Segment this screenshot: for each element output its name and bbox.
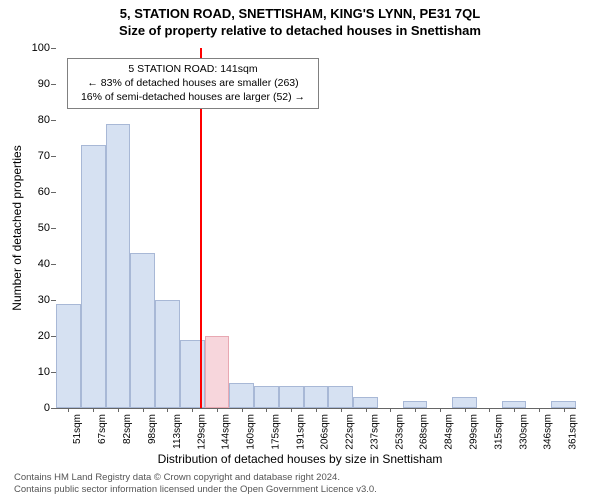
y-tick-label: 10	[38, 366, 50, 378]
x-tick-mark	[465, 408, 466, 412]
x-tick-label: 315sqm	[493, 414, 504, 450]
y-tick-label: 60	[38, 186, 50, 198]
y-tick-label: 0	[44, 402, 50, 414]
histogram-bar	[130, 253, 155, 408]
x-tick-mark	[93, 408, 94, 412]
x-tick-mark	[514, 408, 515, 412]
histogram-bar	[551, 401, 576, 408]
footer-line1: Contains HM Land Registry data © Crown c…	[14, 472, 377, 484]
x-tick-mark	[143, 408, 144, 412]
histogram-bar	[279, 386, 304, 408]
histogram-bar	[106, 124, 131, 408]
histogram-bar	[452, 397, 477, 408]
annotation-line1: 5 STATION ROAD: 141sqm	[74, 62, 312, 76]
histogram-bar	[155, 300, 180, 408]
x-tick-label: 82sqm	[122, 414, 133, 444]
y-tick-label: 30	[38, 294, 50, 306]
x-tick-label: 51sqm	[72, 414, 83, 444]
x-tick-mark	[242, 408, 243, 412]
chart-title-address: 5, STATION ROAD, SNETTISHAM, KING'S LYNN…	[0, 0, 600, 21]
y-axis: 0102030405060708090100	[0, 48, 56, 408]
chart-title-subtitle: Size of property relative to detached ho…	[0, 21, 600, 38]
x-axis: 51sqm 67sqm 82sqm 98sqm 113sqm 129sqm 144sqm 16…	[56, 408, 576, 458]
x-tick-mark	[341, 408, 342, 412]
x-tick-label: 361sqm	[568, 414, 579, 450]
x-tick-mark	[390, 408, 391, 412]
x-tick-label: 222sqm	[345, 414, 356, 450]
y-tick-label: 20	[38, 330, 50, 342]
x-tick-mark	[192, 408, 193, 412]
x-tick-label: 191sqm	[295, 414, 306, 450]
histogram-bar	[81, 145, 106, 408]
histogram-bar	[353, 397, 378, 408]
histogram-bar	[229, 383, 254, 408]
x-tick-mark	[415, 408, 416, 412]
x-tick-mark	[440, 408, 441, 412]
x-tick-mark	[217, 408, 218, 412]
y-tick-label: 90	[38, 78, 50, 90]
x-tick-label: 129sqm	[196, 414, 207, 450]
attribution-footer: Contains HM Land Registry data © Crown c…	[14, 472, 377, 496]
y-tick-label: 70	[38, 150, 50, 162]
y-tick-label: 100	[32, 42, 50, 54]
histogram-bar	[304, 386, 329, 408]
x-tick-mark	[167, 408, 168, 412]
x-tick-label: 144sqm	[221, 414, 232, 450]
x-tick-label: 330sqm	[518, 414, 529, 450]
y-tick-label: 80	[38, 114, 50, 126]
annotation-box: 5 STATION ROAD: 141sqm ← 83% of detached…	[67, 58, 319, 109]
y-tick-label: 40	[38, 258, 50, 270]
histogram-bar	[328, 386, 353, 408]
histogram-bar	[254, 386, 279, 408]
x-axis-label: Distribution of detached houses by size …	[0, 452, 600, 466]
x-tick-mark	[489, 408, 490, 412]
x-tick-mark	[539, 408, 540, 412]
x-tick-mark	[366, 408, 367, 412]
x-tick-label: 237sqm	[370, 414, 381, 450]
x-tick-label: 160sqm	[246, 414, 257, 450]
x-tick-mark	[291, 408, 292, 412]
x-tick-mark	[118, 408, 119, 412]
x-tick-mark	[316, 408, 317, 412]
footer-line2: Contains public sector information licen…	[14, 484, 377, 496]
x-tick-label: 175sqm	[270, 414, 281, 450]
x-tick-label: 346sqm	[543, 414, 554, 450]
histogram-bar	[205, 336, 230, 408]
x-tick-label: 98sqm	[147, 414, 158, 444]
annotation-line3: 16% of semi-detached houses are larger (…	[74, 90, 312, 104]
x-tick-label: 253sqm	[394, 414, 405, 450]
y-tick-label: 50	[38, 222, 50, 234]
annotation-line2: ← 83% of detached houses are smaller (26…	[74, 76, 312, 90]
x-tick-label: 206sqm	[320, 414, 331, 450]
x-tick-label: 299sqm	[469, 414, 480, 450]
x-tick-mark	[68, 408, 69, 412]
x-tick-mark	[266, 408, 267, 412]
histogram-bar	[56, 304, 81, 408]
histogram-bar	[502, 401, 527, 408]
x-tick-label: 67sqm	[97, 414, 108, 444]
histogram-bar	[403, 401, 428, 408]
x-tick-label: 113sqm	[171, 414, 182, 449]
x-tick-mark	[564, 408, 565, 412]
x-tick-label: 284sqm	[444, 414, 455, 450]
x-tick-label: 268sqm	[419, 414, 430, 450]
